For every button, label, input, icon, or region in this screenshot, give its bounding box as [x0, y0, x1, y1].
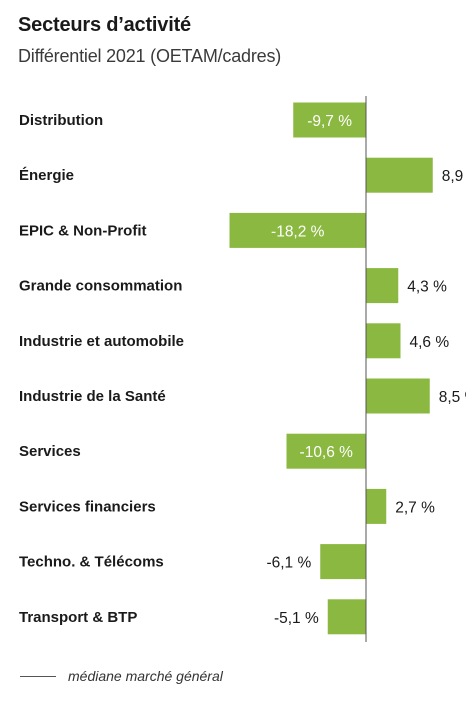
value-label: 4,6 % — [410, 334, 450, 351]
legend: médiane marché général — [20, 666, 223, 686]
category-label: Transport & BTP — [19, 609, 137, 626]
value-label: 8,5 % — [439, 389, 466, 406]
value-label: 8,9 % — [442, 168, 466, 185]
category-label: Énergie — [19, 167, 74, 184]
bar — [293, 102, 366, 138]
bar — [366, 157, 433, 193]
category-label: Distribution — [19, 112, 103, 129]
value-label: -18,2 % — [271, 223, 325, 240]
bar — [366, 488, 387, 524]
bar — [366, 268, 399, 304]
bar — [366, 323, 401, 359]
legend-median-line-icon — [20, 675, 56, 677]
category-label: Services — [19, 443, 81, 460]
category-label: Services financiers — [19, 498, 156, 515]
category-label: EPIC & Non-Profit — [19, 222, 147, 239]
bar — [327, 599, 366, 635]
value-label: -6,1 % — [266, 555, 311, 572]
category-label: Techno. & Télécoms — [19, 554, 164, 571]
category-label: Industrie de la Santé — [19, 388, 166, 405]
legend-median-label: médiane marché général — [68, 668, 223, 684]
category-label: Grande consommation — [19, 278, 182, 295]
bar — [366, 378, 430, 414]
value-label: -10,6 % — [300, 444, 354, 461]
bar — [320, 544, 366, 580]
bar — [229, 212, 366, 248]
bar — [286, 433, 366, 469]
chart-subtitle: Différentiel 2021 (OETAM/cadres) — [18, 46, 282, 66]
value-label: -5,1 % — [274, 610, 319, 627]
value-label: -9,7 % — [307, 113, 352, 130]
value-label: 4,3 % — [407, 279, 447, 296]
value-label: 2,7 % — [395, 499, 435, 516]
chart-title: Secteurs d’activité — [18, 14, 191, 36]
category-label: Industrie et automobile — [19, 333, 184, 350]
